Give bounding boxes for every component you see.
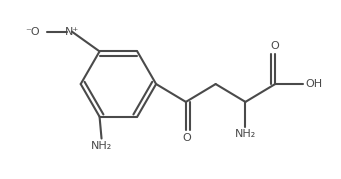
- Text: N⁺: N⁺: [65, 26, 79, 37]
- Text: NH₂: NH₂: [91, 141, 112, 151]
- Text: O: O: [182, 133, 191, 143]
- Text: OH: OH: [305, 79, 322, 89]
- Text: ⁻O: ⁻O: [25, 26, 40, 37]
- Text: NH₂: NH₂: [235, 129, 256, 139]
- Text: O: O: [271, 41, 280, 51]
